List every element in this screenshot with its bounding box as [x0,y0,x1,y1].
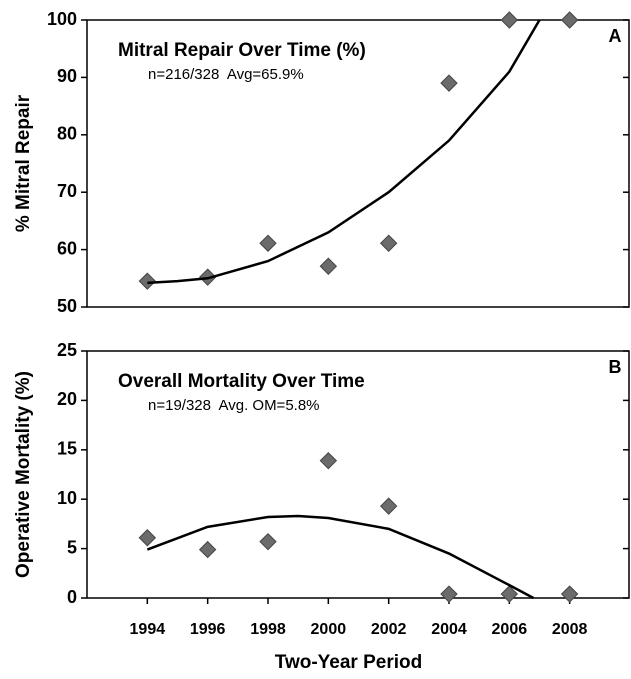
x-tick-label: 2008 [552,621,588,638]
panel-label: A [609,26,622,46]
y-tick-label: 60 [57,238,77,258]
x-tick-label: 2006 [492,621,528,638]
y-tick-label: 0 [67,587,77,607]
data-point [379,234,398,252]
y-tick-label: 50 [57,296,77,316]
data-point [440,585,458,603]
y-tick-label: 10 [57,488,77,508]
data-point [138,529,157,547]
trend-line [147,19,541,285]
y-tick-label: 90 [57,66,77,86]
subtitle: n=216/328 Avg=65.9% [148,66,304,83]
chart-title: Overall Mortality Over Time [118,371,365,392]
x-tick-label: 2004 [431,621,467,638]
y-tick-label: 80 [57,124,77,144]
data-point [198,540,217,559]
data-point [319,451,338,470]
data-point [319,257,338,275]
data-point [259,532,277,551]
y-axis-label: % Mitral Repair [13,94,34,232]
data-point [440,74,458,92]
x-tick-label: 2000 [311,621,347,638]
x-tick-label: 1998 [250,621,286,638]
data-point [560,585,579,603]
data-point [560,11,579,29]
subtitle: n=19/328 Avg. OM=5.8% [148,397,320,414]
data-point [379,497,398,515]
y-tick-label: 5 [67,537,77,557]
y-tick-label: 100 [47,9,77,29]
panel-label: B [609,357,622,377]
chart-title: Mitral Repair Over Time (%) [118,40,366,61]
data-point [138,272,157,290]
x-axis-label: Two-Year Period [275,652,422,673]
data-point [500,11,519,29]
y-tick-label: 25 [57,340,77,360]
x-tick-label: 1994 [130,621,166,638]
y-tick-label: 15 [57,439,77,459]
y-axis-label: Operative Mortality (%) [13,371,34,578]
data-point [259,234,277,252]
y-tick-label: 70 [57,181,77,201]
x-tick-label: 1996 [190,621,226,638]
data-point [500,585,519,603]
y-tick-label: 20 [57,389,77,409]
trend-line [146,514,535,600]
x-tick-label: 2002 [371,621,407,638]
plot-frame [86,350,630,599]
plot-frame [86,19,630,308]
